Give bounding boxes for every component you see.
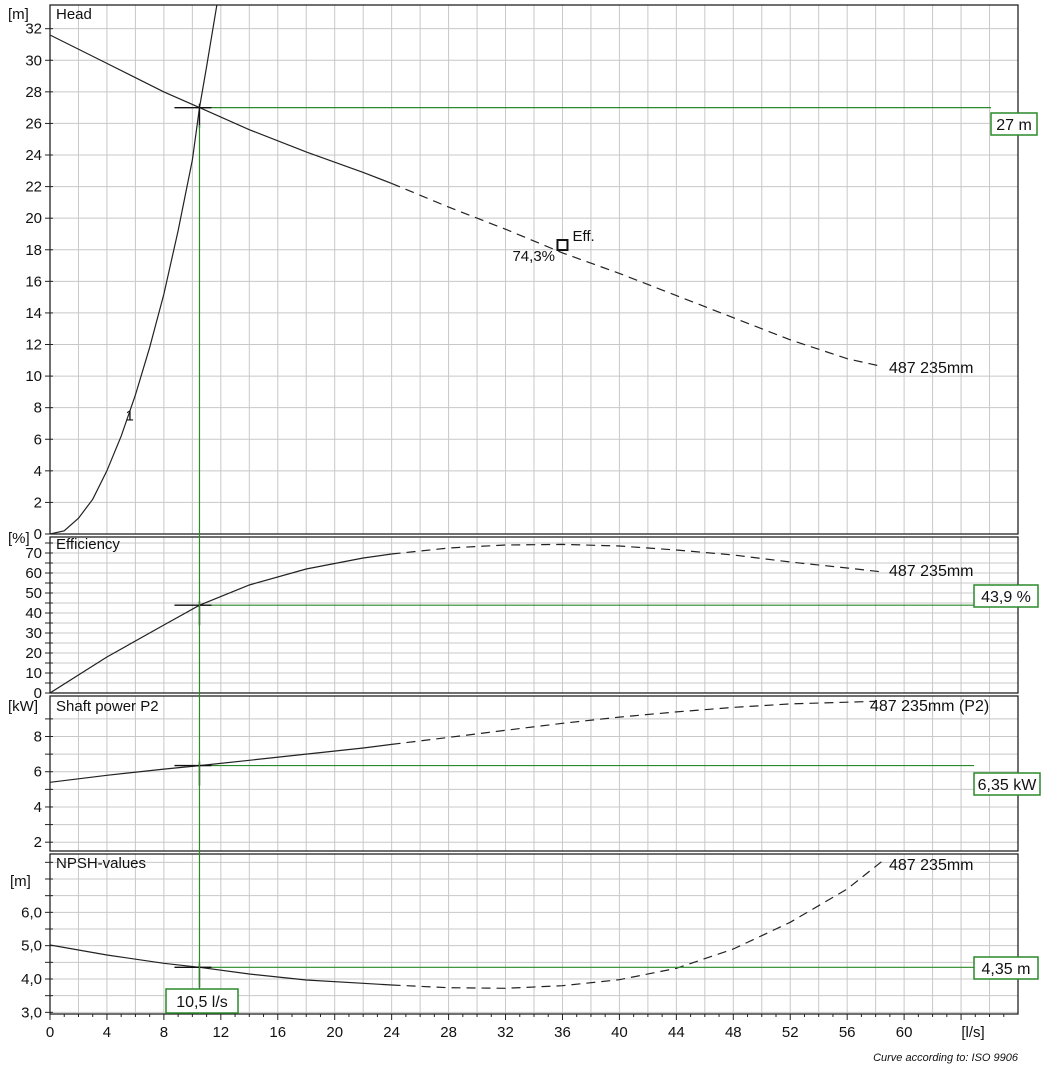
op-value-text-head: 27 m bbox=[996, 117, 1032, 134]
x-tick-label: 20 bbox=[326, 1024, 343, 1041]
y-tick-label: 10 bbox=[25, 368, 42, 385]
y-unit-label-efficiency: [%] bbox=[8, 530, 30, 547]
y-tick-label: 24 bbox=[25, 147, 42, 164]
y-tick-label: 4,0 bbox=[21, 971, 42, 988]
op-value-box-head: 27 m bbox=[990, 112, 1038, 136]
y-tick-label: 4 bbox=[34, 463, 42, 480]
panel-title-efficiency: Efficiency bbox=[56, 536, 120, 553]
x-tick-label: 0 bbox=[46, 1024, 54, 1041]
x-tick-label: 24 bbox=[383, 1024, 400, 1041]
y-tick-label: 40 bbox=[25, 605, 42, 622]
y-tick-label: 2 bbox=[34, 834, 42, 851]
y-tick-label: 30 bbox=[25, 52, 42, 69]
curve-dashed-npsh bbox=[391, 860, 884, 989]
x-tick-label: 48 bbox=[725, 1024, 742, 1041]
op-value-text-efficiency: 43,9 % bbox=[981, 589, 1031, 606]
curves-layer bbox=[50, 5, 884, 989]
x-tick-label: 8 bbox=[160, 1024, 168, 1041]
op-value-box-frame bbox=[973, 956, 1039, 980]
y-tick-label: 26 bbox=[25, 115, 42, 132]
op-value-box-efficiency: 43,9 % bbox=[973, 584, 1039, 608]
y-tick-label: 60 bbox=[25, 565, 42, 582]
y-tick-label: 20 bbox=[25, 645, 42, 662]
eff-marker-value: 74,3% bbox=[512, 248, 555, 265]
x-tick-label: 12 bbox=[212, 1024, 229, 1041]
y-tick-label: 0 bbox=[34, 685, 42, 702]
x-tick-label: 60 bbox=[896, 1024, 913, 1041]
x-tick-label: 4 bbox=[103, 1024, 111, 1041]
x-tick-label: 32 bbox=[497, 1024, 514, 1041]
y-unit-label-shaft_power: [kW] bbox=[8, 698, 38, 715]
y-tick-label: 50 bbox=[25, 585, 42, 602]
x-tick-label: 52 bbox=[782, 1024, 799, 1041]
system-curve-label: 1 bbox=[125, 407, 133, 424]
grid-layer bbox=[50, 5, 1018, 1014]
curve-solid-npsh bbox=[50, 944, 392, 986]
y-tick-label: 30 bbox=[25, 625, 42, 642]
op-flow-box-frame bbox=[165, 988, 239, 1014]
panel-frame-efficiency bbox=[49, 536, 1019, 694]
footer-note: Curve according to: ISO 9906 bbox=[873, 1052, 1019, 1064]
y-tick-label: 70 bbox=[25, 545, 42, 562]
curve-solid-head bbox=[50, 34, 392, 184]
op-value-box-shaft_power: 6,35 kW bbox=[973, 772, 1041, 796]
curve-dashed-head bbox=[391, 182, 883, 368]
curve-label-shaft_power: 487 235mm (P2) bbox=[870, 698, 989, 715]
op-value-box-frame bbox=[973, 584, 1039, 608]
y-tick-label: 4 bbox=[34, 799, 42, 816]
y-tick-label: 14 bbox=[25, 305, 42, 322]
panel-frame-head bbox=[49, 4, 1019, 535]
panel-title-npsh: NPSH-values bbox=[56, 855, 146, 872]
op-flow-box: 10,5 l/s bbox=[165, 988, 239, 1014]
y-tick-label: 18 bbox=[25, 242, 42, 259]
y-tick-label: 5,0 bbox=[21, 938, 42, 955]
eff-marker-label: Eff. bbox=[572, 228, 594, 245]
x-tick-label: 28 bbox=[440, 1024, 457, 1041]
y-tick-label: 10 bbox=[25, 665, 42, 682]
operating-point-layer: 27 m 43,9 % 6,35 kW 4,35 m 10,5 l/s bbox=[165, 103, 1041, 1014]
eff-marker bbox=[556, 239, 569, 252]
labels-layer: 02468101214161820222426283032Head[m]487 … bbox=[8, 6, 989, 1041]
y-tick-label: 3,0 bbox=[21, 1004, 42, 1021]
op-value-text-npsh: 4,35 m bbox=[982, 961, 1031, 978]
y-tick-label: 6,0 bbox=[21, 904, 42, 921]
panel-title-head: Head bbox=[56, 6, 92, 23]
y-unit-label-head: [m] bbox=[8, 6, 29, 23]
y-tick-label: 12 bbox=[25, 337, 42, 354]
y-tick-label: 8 bbox=[34, 400, 42, 417]
y-tick-label: 16 bbox=[25, 273, 42, 290]
x-tick-label: 36 bbox=[554, 1024, 571, 1041]
axes-layer bbox=[45, 4, 1019, 1020]
curve-label-head: 487 235mm bbox=[889, 360, 974, 377]
x-axis-unit-label: [l/s] bbox=[961, 1024, 984, 1041]
op-value-box-frame bbox=[990, 112, 1038, 136]
x-tick-label: 40 bbox=[611, 1024, 628, 1041]
y-tick-label: 6 bbox=[34, 431, 42, 448]
op-flow-text: 10,5 l/s bbox=[176, 994, 228, 1011]
panel-title-shaft_power: Shaft power P2 bbox=[56, 698, 159, 715]
curve-solid-shaft_power bbox=[50, 743, 392, 783]
op-value-text-shaft_power: 6,35 kW bbox=[978, 777, 1038, 794]
y-tick-label: 32 bbox=[25, 21, 42, 38]
op-value-box-frame bbox=[973, 772, 1041, 796]
x-tick-label: 16 bbox=[269, 1024, 286, 1041]
y-tick-label: 28 bbox=[25, 84, 42, 101]
y-tick-label: 6 bbox=[34, 764, 42, 781]
y-tick-label: 20 bbox=[25, 210, 42, 227]
curve-label-npsh: 487 235mm bbox=[889, 857, 974, 874]
y-tick-label: 0 bbox=[34, 526, 42, 543]
curve-solid-efficiency bbox=[50, 553, 392, 693]
curve-dashed-efficiency bbox=[391, 543, 883, 573]
y-unit-label-npsh: [m] bbox=[10, 873, 31, 890]
curve-label-efficiency: 487 235mm bbox=[889, 563, 974, 580]
y-tick-label: 22 bbox=[25, 179, 42, 196]
x-tick-label: 56 bbox=[839, 1024, 856, 1041]
x-tick-label: 44 bbox=[668, 1024, 685, 1041]
curve-dashed-shaft_power bbox=[391, 700, 876, 745]
y-tick-label: 2 bbox=[34, 494, 42, 511]
op-value-box-npsh: 4,35 m bbox=[973, 956, 1039, 980]
system-curve bbox=[50, 5, 218, 534]
y-tick-label: 8 bbox=[34, 729, 42, 746]
